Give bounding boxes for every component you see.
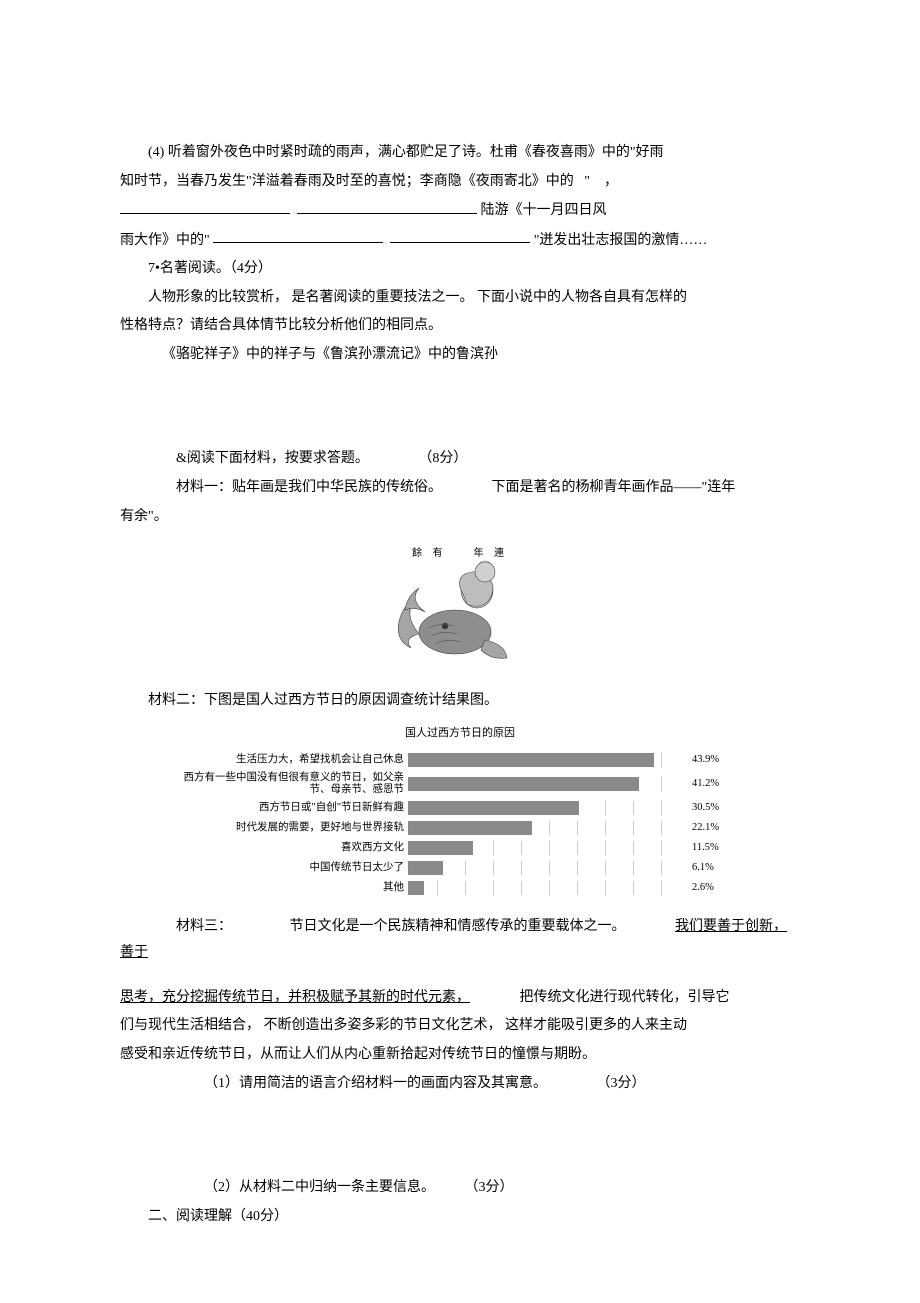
q7-p1b: 是名著阅读的重要技法之一。 (292, 290, 474, 305)
bar-label: 喜欢西方文化 (180, 842, 408, 854)
q8-sub2: （2）从材料二中归纳一条主要信息。 （3分） (120, 1175, 800, 1202)
q4-line1: (4) 听着窗外夜色中时紧时疏的雨声，满心都贮足了诗。杜甫《春夜喜雨》中的"好雨 (120, 140, 800, 167)
q8-m1-mid: 下面是著名的杨柳青年画作品——"连年 (492, 480, 736, 495)
chart-title: 国人过西方节日的原因 (120, 723, 800, 744)
q8-heading-pre: &阅读下面材料，按要求答题。 (148, 446, 369, 473)
bar-fill (409, 881, 424, 895)
q7-p1c: 下面小说中的人物各自具有怎样的 (477, 290, 687, 305)
q8-sub1-pts: （3分） (597, 1076, 646, 1091)
q7-p2: 性格特点？请结合具体情节比较分析他们的相同点。 (120, 313, 800, 340)
bar-fill (409, 861, 443, 875)
bar-row: 其他 2.6% (180, 878, 740, 898)
bar-value: 11.5% (688, 838, 719, 858)
bar-area (408, 861, 688, 875)
q8-m3-line3: 们与现代生活相结合， 不断创造出多姿多彩的节日文化艺术， 这样才能吸引更多的人来… (120, 1013, 800, 1040)
m3-p2b: 不断创造出多姿多彩的节日文化艺术， (264, 1018, 502, 1033)
q8-heading-pts: （8分） (418, 451, 467, 466)
q8-sub2-pts: （3分） (465, 1180, 514, 1195)
bar-value: 43.9% (688, 750, 719, 770)
bar-fill (409, 821, 532, 835)
q8-m1-pre: 材料一：贴年画是我们中华民族的传统俗。 (148, 475, 442, 502)
blank-4 (390, 227, 530, 244)
blank-2 (297, 197, 477, 214)
comma: ， (604, 174, 618, 189)
q7-p3: 《骆驼祥子》中的祥子与《鲁滨孙漂流记》中的鲁滨孙 (120, 342, 800, 369)
bar-area (408, 881, 688, 895)
q8-m1-tail: 有余"。 (120, 504, 800, 531)
bar-area (408, 777, 688, 791)
section-2-heading: 二、阅读理解（40分） (120, 1204, 800, 1231)
m3-u1: 我们要善于创新， (675, 919, 787, 934)
q8-m2: 材料二：下图是国人过西方节日的原因调查统计结果图。 (120, 688, 800, 715)
bar-area (408, 801, 688, 815)
q4-line3-tail: 陆游《十一月四日风 (481, 203, 607, 218)
q8-heading: &阅读下面材料，按要求答题。 （8分） (120, 446, 800, 473)
m3-p2a: 们与现代生活相结合， (120, 1018, 260, 1033)
bar-row: 时代发展的需要，更好地与世界接轨 22.1% (180, 818, 740, 838)
bar-value: 2.6% (688, 878, 714, 898)
q8-sub2-pre: （2）从材料二中归纳一条主要信息。 (162, 1175, 435, 1202)
q8-m1-line1: 材料一：贴年画是我们中华民族的传统俗。 下面是著名的杨柳青年画作品——"连年 (120, 475, 800, 502)
q7-p1a: 人物形象的比较赏析， (148, 290, 288, 305)
m3-u1b: 善于 (120, 945, 148, 960)
m3-p2c: 这样才能吸引更多的人来主动 (505, 1018, 687, 1033)
bar-value: 41.2% (688, 774, 719, 794)
bar-row: 生活压力大，希望找机会让自己休息 43.9% (180, 750, 740, 770)
m3-s2: 把传统文化进行现代转化，引导它 (520, 990, 730, 1005)
m3-u2: 思考，充分挖掘传统节日，并积极赋予其新的时代元素， (120, 985, 470, 1012)
m3-lead: 材料三： (148, 914, 232, 941)
q7-heading: 7•名著阅读。（4分） (120, 256, 800, 283)
q4-line4: 雨大作》中的" "迸发出壮志报国的激情…… (120, 227, 800, 254)
bar-label: 时代发展的需要，更好地与世界接轨 (180, 822, 408, 834)
bar-area (408, 753, 688, 767)
nianhua-graphic: 餘 有 年 連 (385, 544, 535, 674)
bar-value: 30.5% (688, 798, 719, 818)
bar-label: 中国传统节日太少了 (180, 862, 408, 874)
nianhua-image-block: 餘 有 年 連 (120, 544, 800, 674)
bar-area (408, 821, 688, 835)
blank-3 (213, 227, 383, 244)
bar-area (408, 841, 688, 855)
bar-fill (409, 777, 639, 791)
q4-line2-pre: 知时节，当春乃发生"洋溢着春雨及时至的喜悦；李商隐《夜雨寄北》中的 (120, 174, 574, 189)
q8-m3-line4: 感受和亲近传统节日，从而让人们从内心重新拾起对传统节日的憧憬与期盼。 (120, 1042, 800, 1069)
bar-label: 其他 (180, 882, 408, 894)
bar-label: 西方有一些中国没有但很有意义的节日，如父亲节、母亲节、感恩节 (180, 772, 408, 796)
bar-fill (409, 841, 473, 855)
bar-row: 西方有一些中国没有但很有意义的节日，如父亲节、母亲节、感恩节 41.2% (180, 770, 740, 798)
bar-row: 西方节日或"自创"节日新鲜有趣 30.5% (180, 798, 740, 818)
q8-m3-line1: 材料三： 节日文化是一个民族精神和情感传承的重要载体之一。 我们要善于创新， 善… (120, 914, 800, 967)
bar-row: 中国传统节日太少了 6.1% (180, 858, 740, 878)
q4-line2: 知时节，当春乃发生"洋溢着春雨及时至的喜悦；李商隐《夜雨寄北》中的 " ， (120, 169, 800, 196)
chart-block: 国人过西方节日的原因 生活压力大，希望找机会让自己休息43.9%西方有一些中国没… (120, 723, 800, 898)
q4-blanks-row: 陆游《十一月四日风 (120, 197, 800, 224)
bar-value: 6.1% (688, 858, 714, 878)
nianhua-caption: 餘 有 年 連 (385, 544, 535, 563)
bar-value: 22.1% (688, 818, 719, 838)
bar-label: 生活压力大，希望找机会让自己休息 (180, 754, 408, 766)
q7-p1: 人物形象的比较赏析， 是名著阅读的重要技法之一。 下面小说中的人物各自具有怎样的 (120, 285, 800, 312)
m3-s1: 节日文化是一个民族精神和情感传承的重要载体之一。 (262, 914, 626, 941)
q8-sub1: （1）请用简洁的语言介绍材料一的画面内容及其寓意。 （3分） (120, 1071, 800, 1098)
q4-line4-pre: 雨大作》中的" (120, 232, 210, 247)
bar-fill (409, 753, 654, 767)
bar-fill (409, 801, 579, 815)
nianhua-svg (385, 544, 535, 674)
quote-open: " (584, 174, 590, 189)
blank-1 (120, 197, 290, 214)
chart-inner: 生活压力大，希望找机会让自己休息43.9%西方有一些中国没有但很有意义的节日，如… (180, 750, 740, 898)
bar-row: 喜欢西方文化 11.5% (180, 838, 740, 858)
q4-line4-tail: "迸发出壮志报国的激情…… (534, 232, 708, 247)
q8-sub1-pre: （1）请用简洁的语言介绍材料一的画面内容及其寓意。 (162, 1071, 547, 1098)
bar-label: 西方节日或"自创"节日新鲜有趣 (180, 802, 408, 814)
q8-m3-line2: 思考，充分挖掘传统节日，并积极赋予其新的时代元素， 把传统文化进行现代转化，引导… (120, 985, 800, 1012)
